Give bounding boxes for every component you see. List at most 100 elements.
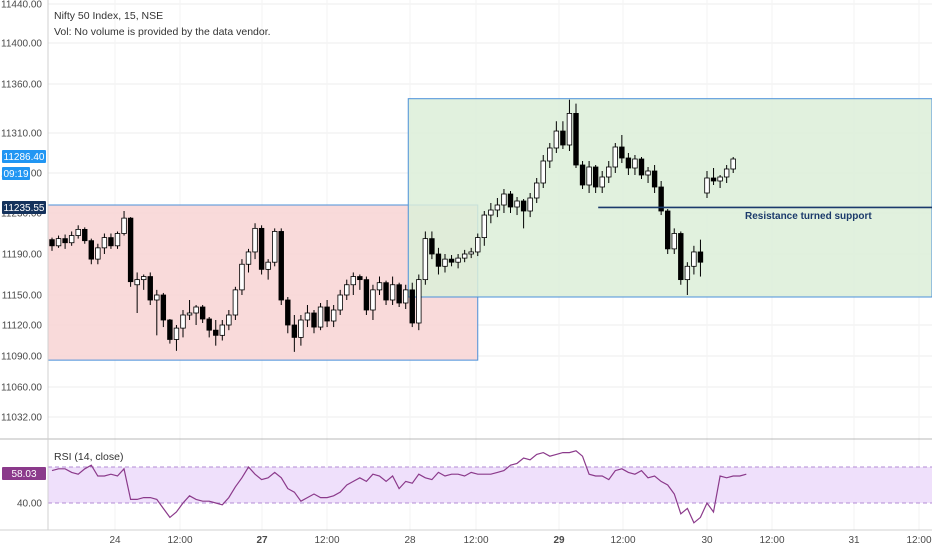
candle-down <box>658 186 664 212</box>
svg-text:09:19: 09:19 <box>3 169 28 180</box>
candle-down <box>311 312 317 328</box>
candle-down <box>147 276 153 301</box>
time-tick-label: 29 <box>553 535 565 546</box>
candle-up <box>671 233 677 250</box>
candle-down <box>409 289 415 324</box>
rsi-title: RSI (14, close) <box>54 451 123 463</box>
candle-up <box>684 265 691 281</box>
candle-down <box>507 193 514 208</box>
candle-down <box>579 164 586 186</box>
green-zone <box>407 98 932 298</box>
candle-up <box>298 319 304 338</box>
candle-down <box>665 210 671 250</box>
svg-text:11286.40: 11286.40 <box>4 152 45 163</box>
candle-down <box>258 227 265 270</box>
candle-up <box>534 182 540 199</box>
candle-down <box>213 329 219 336</box>
candle-up <box>422 238 429 281</box>
candle-up <box>154 294 160 301</box>
candle-down <box>363 279 370 311</box>
time-axis[interactable]: 24 12:00 27 12:00 28 12:00 29 12:00 30 12:00 31 12:… <box>109 535 932 546</box>
candle-up <box>219 324 225 336</box>
candle-down <box>383 282 389 301</box>
candle-up <box>553 130 560 149</box>
candle-up <box>330 309 337 322</box>
candle-up <box>455 257 461 263</box>
candle-up <box>730 158 736 170</box>
candle-down <box>199 306 206 320</box>
candle-down <box>324 306 330 322</box>
candle-up <box>586 166 592 186</box>
candle-up <box>481 214 487 239</box>
candle-up <box>317 306 324 328</box>
rsi-band <box>48 467 932 503</box>
price-tick-label: 11440.00 <box>1 0 42 11</box>
candle-down <box>206 318 212 331</box>
candle-down <box>429 238 435 255</box>
candle-up <box>717 176 723 182</box>
candle-down <box>678 233 684 281</box>
candle-up <box>101 237 108 249</box>
candle-up <box>180 314 186 329</box>
candle-up <box>606 166 612 178</box>
candle-down <box>396 284 402 304</box>
candle-down <box>108 237 114 247</box>
candle-up <box>632 158 638 169</box>
candle-up <box>226 314 232 326</box>
time-tick-label: 24 <box>109 535 121 546</box>
candle-down <box>278 231 284 301</box>
candle-down <box>160 294 167 321</box>
time-tick-label: 27 <box>256 535 268 546</box>
candle-down <box>357 276 363 281</box>
candle-up <box>350 276 356 286</box>
candle-up <box>488 209 494 216</box>
candle-up <box>547 147 553 162</box>
candle-down <box>520 200 527 212</box>
price-tick-label: 11310.00 <box>1 129 42 140</box>
candle-up <box>114 233 121 247</box>
rsi-pane: 40.00 <box>17 450 932 524</box>
candle-up <box>566 113 573 146</box>
candle-up <box>461 253 468 259</box>
time-tick-label: 12:00 <box>906 535 931 546</box>
rsi-tick-label: 40.00 <box>17 499 42 510</box>
time-tick-label: 12:00 <box>463 535 488 546</box>
candle-down <box>697 251 704 263</box>
candle-down <box>127 217 134 283</box>
candle-up <box>55 238 62 247</box>
candle-down <box>49 239 55 247</box>
candle-up <box>645 170 651 176</box>
candle-down <box>435 253 442 267</box>
candle-up <box>232 289 239 316</box>
candle-down <box>448 258 455 263</box>
time-tick-label: 12:00 <box>314 535 339 546</box>
candle-up <box>95 247 101 260</box>
candle-up <box>723 168 730 178</box>
candle-up <box>68 235 75 244</box>
candle-up <box>173 327 180 340</box>
candle-up <box>75 228 81 236</box>
price-tick-label: 11190.00 <box>2 250 43 261</box>
svg-text:11235.55: 11235.55 <box>4 203 45 214</box>
candle-up <box>540 160 546 184</box>
candle-down <box>291 324 298 338</box>
resistance-price-tag: 11235.55 <box>2 201 46 214</box>
candle-up <box>245 251 252 265</box>
price-tick-label: 11360.00 <box>1 80 42 91</box>
candle-up <box>612 146 618 168</box>
price-tick-label: 11400.00 <box>1 39 42 50</box>
candle-up <box>193 306 199 314</box>
volume-note: Vol: No volume is provided by the data v… <box>54 26 271 38</box>
candle-up <box>475 237 481 253</box>
price-tick-label: 11090.00 <box>1 352 42 363</box>
time-tick-label: 12:00 <box>610 535 635 546</box>
candle-down <box>651 170 658 188</box>
candle-up <box>494 204 501 211</box>
candle-up <box>239 263 245 291</box>
candle-up <box>304 312 311 321</box>
time-tick-label: 30 <box>701 535 713 546</box>
candle-up <box>527 197 533 212</box>
candle-down <box>625 157 632 169</box>
rsi-value-tag: 58.03 <box>2 467 46 480</box>
